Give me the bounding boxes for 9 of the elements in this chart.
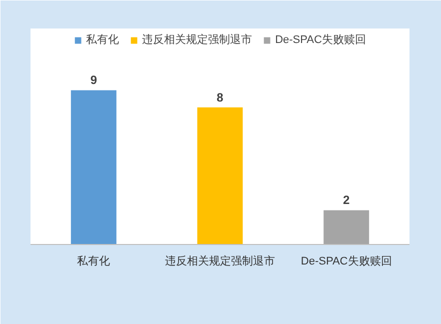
data-label: 2	[342, 193, 350, 208]
x-tick-label: 私有化	[77, 256, 110, 268]
legend-label: 私有化	[86, 33, 120, 47]
data-label: 8	[216, 90, 224, 104]
x-tick-label: 违反相关规定强制退市	[165, 254, 275, 268]
x-tick-label: De-SPAC失败赎回	[300, 254, 392, 268]
legend-label: 违反相关规定强制退市	[142, 32, 252, 47]
data-label: 9	[90, 73, 98, 88]
legend-label: De-SPAC失败赎回	[275, 33, 366, 47]
